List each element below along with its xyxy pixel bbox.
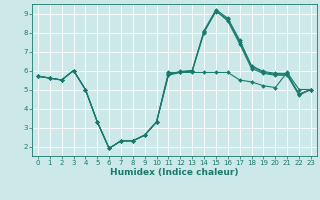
X-axis label: Humidex (Indice chaleur): Humidex (Indice chaleur) [110,168,239,177]
